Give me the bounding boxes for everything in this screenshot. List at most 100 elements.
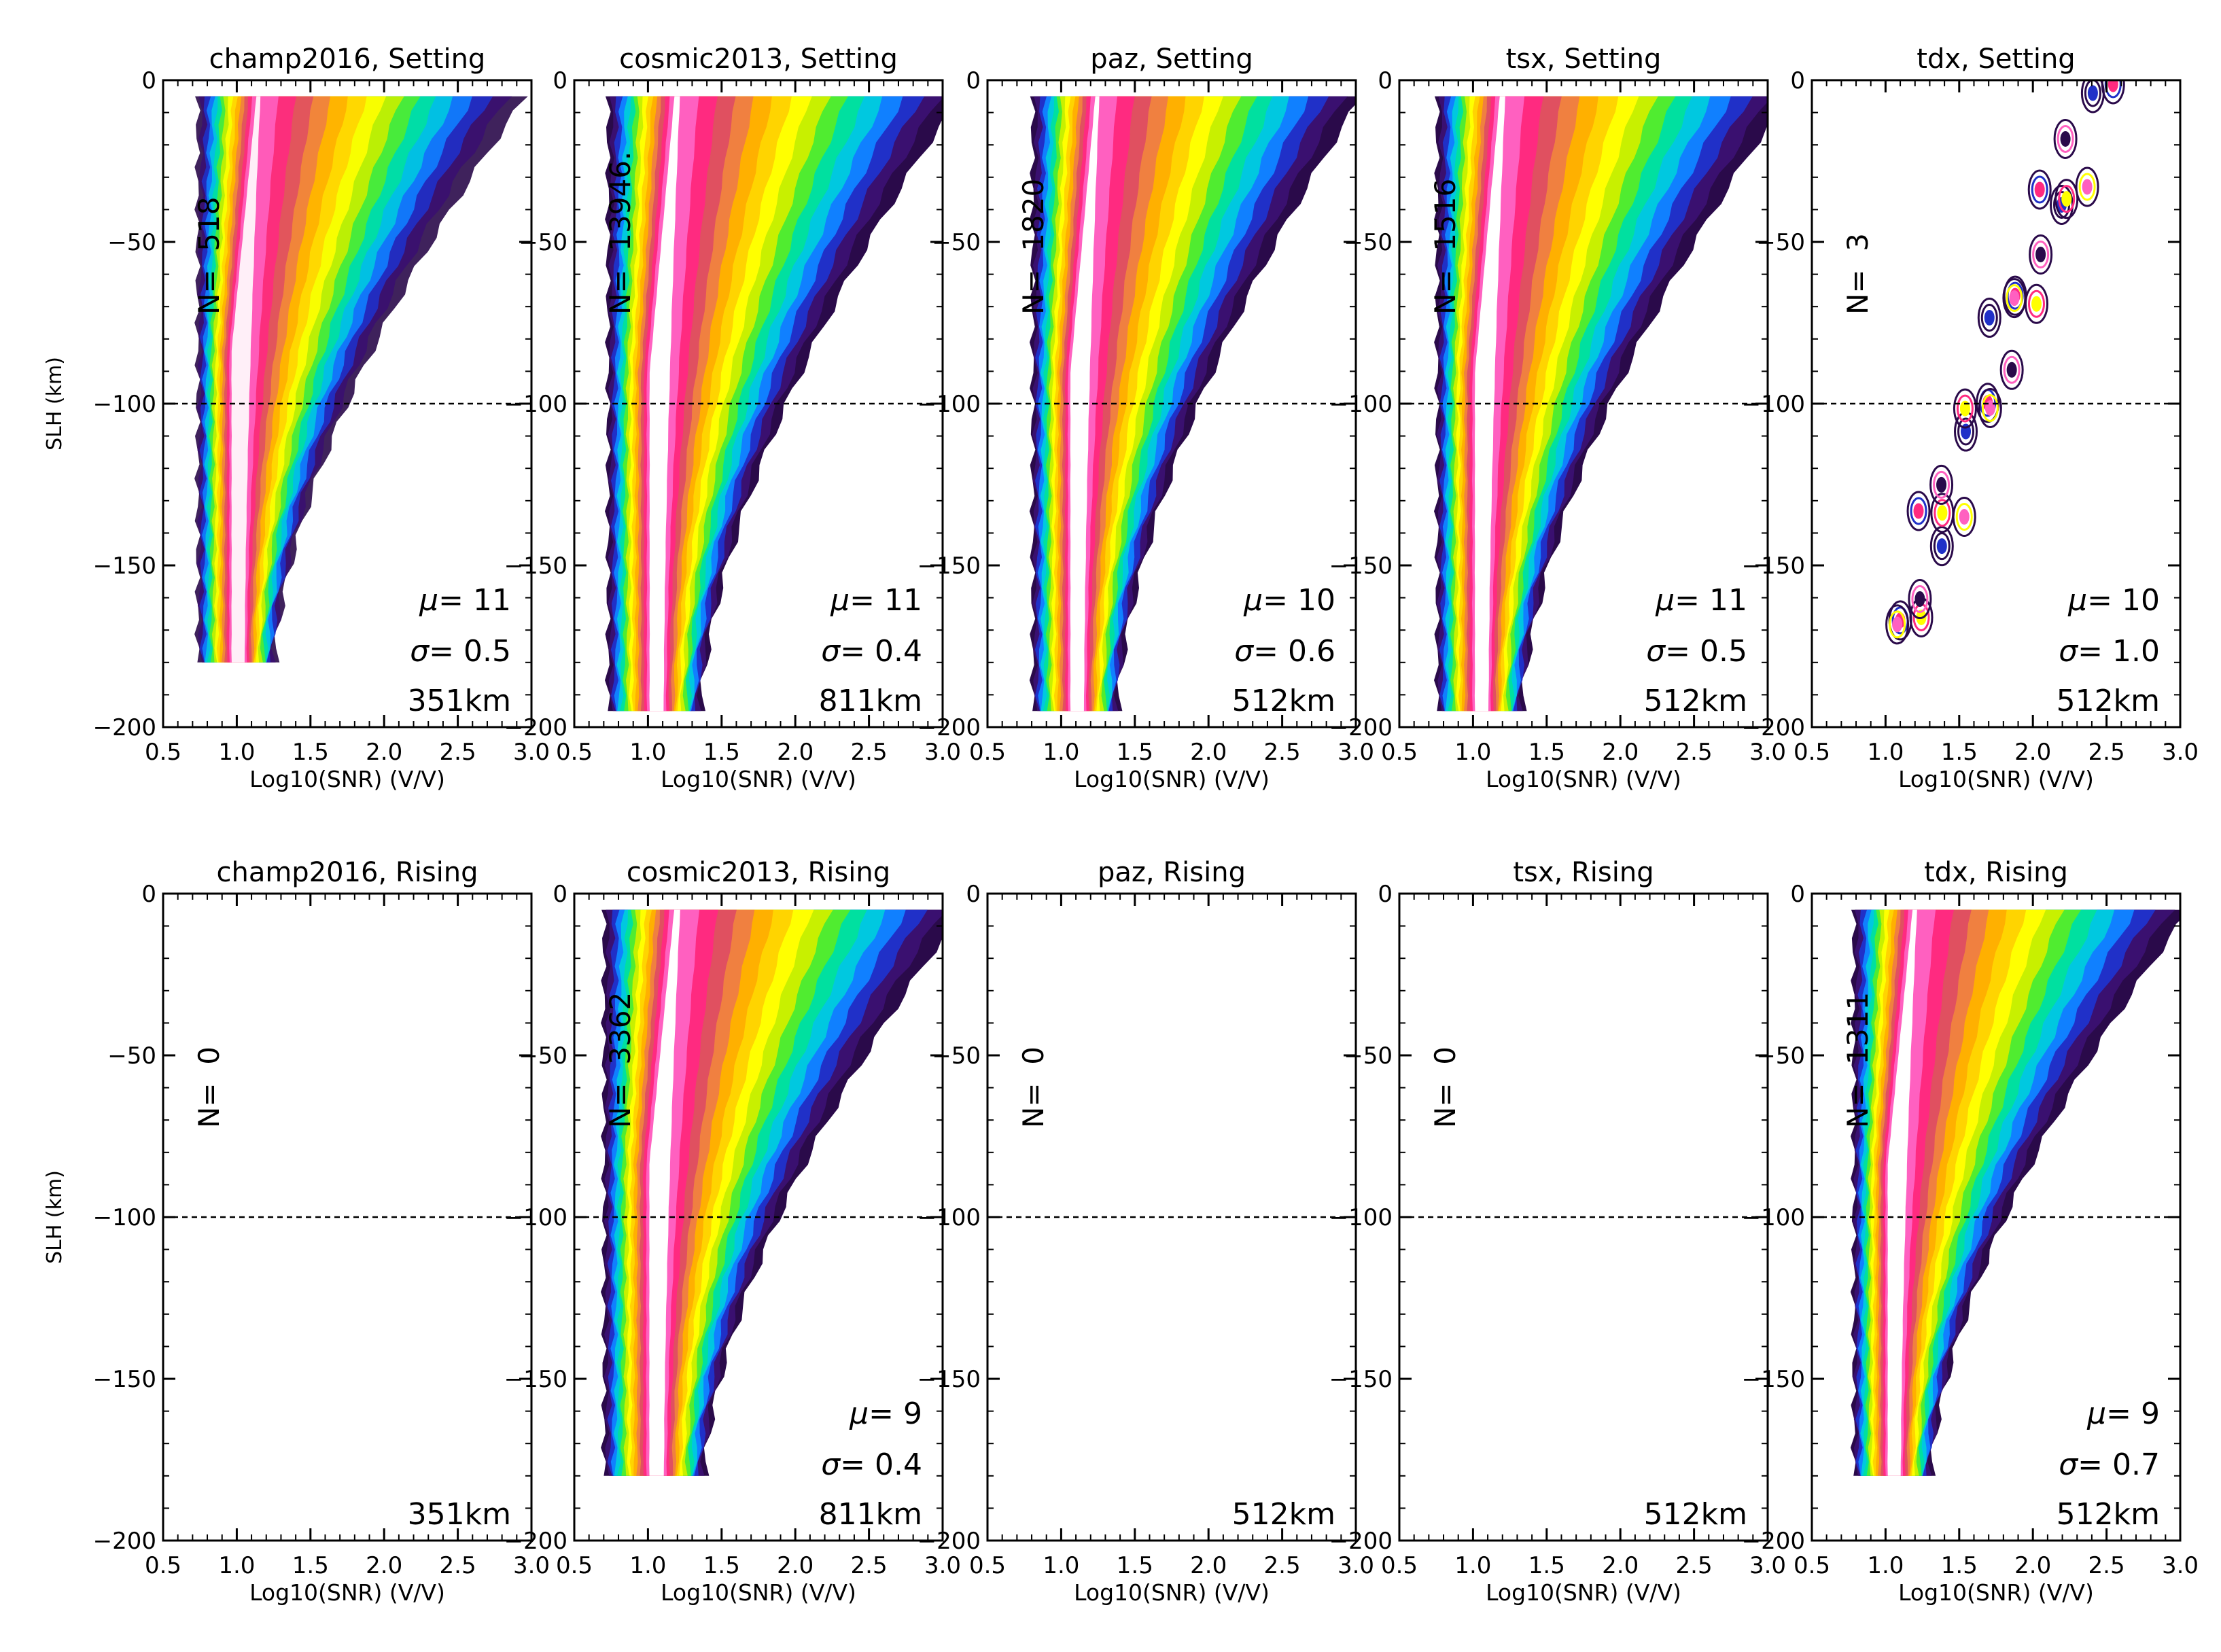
mu-label: μ= xyxy=(830,583,875,618)
n-label: N= xyxy=(604,269,637,315)
n-count: N= 3 xyxy=(1841,233,1874,315)
x-tick-label: 3.0 xyxy=(1337,739,1374,766)
x-tick-label: 1.0 xyxy=(218,739,255,766)
x-tick-label: 2.5 xyxy=(1676,1552,1713,1579)
altitude-annotation: 811km xyxy=(819,1497,922,1532)
sigma-annotation: σ= 1.0 xyxy=(2059,634,2160,669)
sigma-annotation: σ= 0.7 xyxy=(2059,1447,2160,1482)
x-tick-label: 0.5 xyxy=(145,739,181,766)
x-tick-label: 2.0 xyxy=(777,1552,814,1579)
x-tick-label: 1.5 xyxy=(1528,1552,1565,1579)
y-tick-label: −150 xyxy=(504,552,567,580)
subplot-title: cosmic2013, Rising xyxy=(627,857,890,888)
density-blob xyxy=(2006,362,2017,378)
x-tick-label: 2.0 xyxy=(1190,1552,1227,1579)
mu-gap xyxy=(894,1396,903,1431)
n-value: 13946. xyxy=(604,152,637,251)
x-tick-label: 2.0 xyxy=(2014,1552,2051,1579)
density-blob xyxy=(1953,388,1977,429)
density-blob xyxy=(2032,241,2050,269)
density-blob xyxy=(1999,349,2024,390)
mu-annotation: μ= 9 xyxy=(2086,1396,2160,1431)
mu-gap xyxy=(2131,1396,2141,1431)
y-tick-label: 0 xyxy=(1378,67,1393,94)
n-label: N= xyxy=(1841,1083,1874,1128)
x-tick-label: 2.5 xyxy=(2088,739,2125,766)
mu-value: 11 xyxy=(473,583,511,618)
mu-annotation: μ= 11 xyxy=(419,583,511,618)
density-blob xyxy=(2034,181,2045,198)
y-tick-label: −100 xyxy=(917,391,981,418)
x-tick-label: 3.0 xyxy=(513,1552,550,1579)
n-count: N= 3362 xyxy=(604,992,637,1128)
n-gap xyxy=(1841,251,1874,270)
sigma-gap xyxy=(1278,634,1288,669)
y-tick-label: −200 xyxy=(1329,714,1393,741)
mu-label: μ= xyxy=(849,1396,894,1431)
density-blob xyxy=(2002,278,2027,319)
n-count: N= 13946. xyxy=(604,152,637,315)
x-tick-label: 1.5 xyxy=(292,1552,329,1579)
subplot-6: 0.5 1.0 1.5 2.0 2.5 3.0 0 −50 −100 −150 −200 champ2… xyxy=(43,857,550,1606)
altitude-annotation: 512km xyxy=(1232,1497,1335,1532)
density-blob xyxy=(1984,310,1995,326)
y-tick-label: −150 xyxy=(1329,552,1393,580)
x-tick-label: 1.0 xyxy=(1043,739,1079,766)
altitude-annotation: 512km xyxy=(1232,684,1335,718)
n-value: 1820 xyxy=(1017,179,1050,251)
x-tick-label: 3.0 xyxy=(1337,1552,1374,1579)
subplot-title: cosmic2013, Setting xyxy=(619,43,898,75)
density-blob xyxy=(1981,393,1999,422)
sigma-gap xyxy=(2103,1447,2112,1482)
y-tick-label: −50 xyxy=(1344,1042,1393,1070)
x-tick-label: 2.0 xyxy=(2014,739,2051,766)
y-tick-label: 0 xyxy=(1790,881,1805,908)
mu-value: 11 xyxy=(884,583,922,618)
x-tick-label: 2.5 xyxy=(440,1552,476,1579)
density-blob xyxy=(1936,476,1947,493)
y-tick-label: −200 xyxy=(917,714,981,741)
y-tick-label: 0 xyxy=(553,67,567,94)
y-tick-label: −50 xyxy=(932,229,981,256)
n-label: N= xyxy=(192,1083,226,1128)
subplot-8: 0.5 1.0 1.5 2.0 2.5 3.0 0 −50 −100 −150 −200 paz, R… xyxy=(917,857,1374,1606)
x-tick-label: 2.5 xyxy=(851,1552,888,1579)
y-axis-label: SLH (km) xyxy=(43,357,67,451)
x-tick-label: 0.5 xyxy=(1794,1552,1830,1579)
density-blob xyxy=(2035,247,2046,263)
x-tick-label: 2.0 xyxy=(777,739,814,766)
x-tick-label: 1.0 xyxy=(629,739,666,766)
density-blob xyxy=(2029,234,2053,275)
sigma-annotation: σ= 0.4 xyxy=(821,634,922,669)
n-gap xyxy=(1841,1065,1874,1083)
subplot-4: 0.5 1.0 1.5 2.0 2.5 3.0 0 −50 −100 −150 −200 tsx, S… xyxy=(1329,43,1786,792)
x-tick-label: 3.0 xyxy=(1749,1552,1786,1579)
sigma-value: 1.0 xyxy=(2112,634,2160,669)
y-tick-label: −100 xyxy=(1329,1204,1393,1231)
mu-annotation: μ= 10 xyxy=(2067,583,2160,618)
density-blob xyxy=(1885,604,1910,645)
mu-gap xyxy=(464,583,473,618)
n-label: N= xyxy=(1017,1083,1050,1128)
y-tick-label: 0 xyxy=(966,881,981,908)
x-axis-label: Log10(SNR) (V/V) xyxy=(661,1579,856,1606)
density-blob xyxy=(2054,179,2079,219)
x-tick-label: 0.5 xyxy=(556,1552,593,1579)
x-axis-label: Log10(SNR) (V/V) xyxy=(661,766,856,792)
y-tick-label: −200 xyxy=(504,1528,567,1555)
n-value: 3362 xyxy=(604,992,637,1065)
x-tick-label: 2.5 xyxy=(440,739,476,766)
x-tick-label: 3.0 xyxy=(2162,1552,2199,1579)
y-tick-label: 0 xyxy=(141,881,156,908)
density-blob xyxy=(2006,284,2023,313)
density-blob xyxy=(1914,591,1925,608)
x-axis-label: Log10(SNR) (V/V) xyxy=(249,1579,445,1606)
y-tick-label: −150 xyxy=(93,1366,156,1393)
x-tick-label: 1.5 xyxy=(1117,1552,1153,1579)
x-tick-label: 1.5 xyxy=(703,739,740,766)
density-blob xyxy=(1913,503,1924,519)
density-blob xyxy=(1956,394,1974,423)
x-axis-label: Log10(SNR) (V/V) xyxy=(1486,766,1681,792)
density-blob xyxy=(2031,175,2048,204)
x-tick-label: 2.5 xyxy=(2088,1552,2125,1579)
